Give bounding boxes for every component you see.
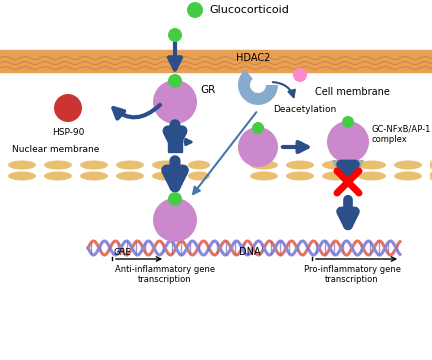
Circle shape (187, 2, 203, 18)
Circle shape (293, 68, 307, 82)
Ellipse shape (394, 171, 422, 180)
Circle shape (342, 116, 354, 128)
Text: DNA: DNA (239, 247, 261, 257)
Text: Pro-inflammatory gene
transcription: Pro-inflammatory gene transcription (304, 265, 400, 284)
Ellipse shape (430, 171, 432, 180)
Text: GRE: GRE (113, 248, 130, 257)
Ellipse shape (80, 161, 108, 170)
Ellipse shape (152, 171, 180, 180)
Text: Nuclear membrane: Nuclear membrane (12, 145, 99, 154)
Text: GC-NFxB/AP-1
complex: GC-NFxB/AP-1 complex (371, 124, 430, 144)
Ellipse shape (286, 161, 314, 170)
Circle shape (252, 122, 264, 134)
Bar (168, 132, 182, 152)
Circle shape (153, 80, 197, 124)
Ellipse shape (394, 161, 422, 170)
Ellipse shape (430, 161, 432, 170)
Text: HSP-90: HSP-90 (52, 128, 84, 137)
Text: Deacetylation: Deacetylation (273, 105, 337, 114)
Ellipse shape (44, 161, 72, 170)
Ellipse shape (322, 161, 350, 170)
Ellipse shape (358, 171, 386, 180)
Text: GR: GR (200, 85, 215, 95)
Ellipse shape (44, 171, 72, 180)
Text: Cell membrane: Cell membrane (315, 87, 390, 97)
Wedge shape (238, 70, 278, 105)
Ellipse shape (188, 161, 210, 170)
Circle shape (168, 74, 182, 88)
Circle shape (54, 94, 82, 122)
Circle shape (168, 28, 182, 42)
Ellipse shape (80, 171, 108, 180)
Ellipse shape (250, 161, 278, 170)
Ellipse shape (8, 171, 36, 180)
Circle shape (168, 192, 182, 206)
Circle shape (238, 127, 278, 167)
Ellipse shape (286, 171, 314, 180)
Bar (0, 50, 432, 72)
Text: Anti-inflammatory gene
transcription: Anti-inflammatory gene transcription (115, 265, 215, 284)
Polygon shape (332, 160, 364, 172)
Text: Glucocorticoid: Glucocorticoid (209, 5, 289, 15)
Circle shape (153, 198, 197, 242)
Ellipse shape (250, 171, 278, 180)
Ellipse shape (188, 171, 210, 180)
Ellipse shape (8, 161, 36, 170)
Text: HDAC2: HDAC2 (236, 53, 270, 63)
Ellipse shape (116, 161, 144, 170)
Ellipse shape (358, 161, 386, 170)
Ellipse shape (152, 161, 180, 170)
Ellipse shape (322, 171, 350, 180)
Circle shape (327, 121, 369, 163)
Ellipse shape (116, 171, 144, 180)
